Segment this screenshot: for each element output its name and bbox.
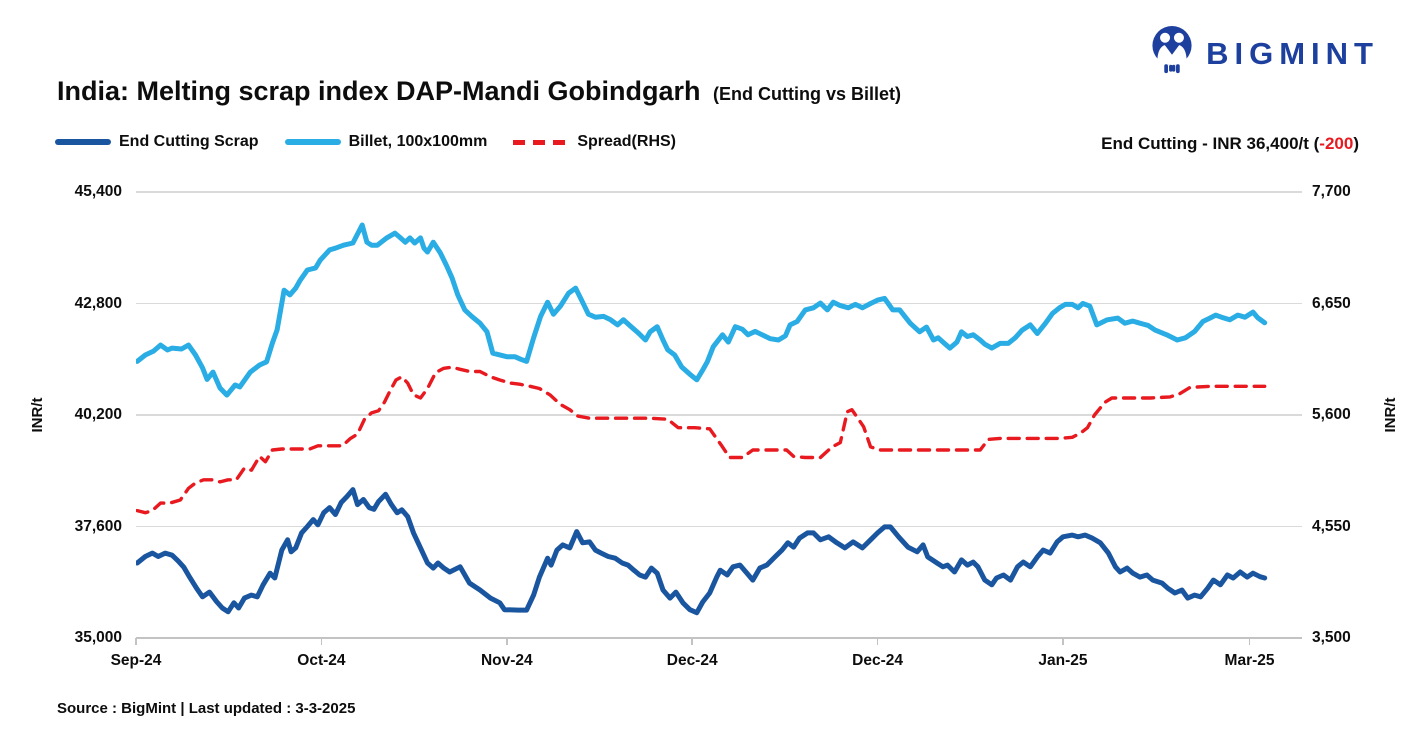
x-axis-tick-label: Dec-24 [666, 652, 718, 669]
left-axis-tick-label: 42,800 [74, 294, 122, 312]
y-gridline [136, 302, 1302, 305]
right-axis-tick-label: 4,550 [1312, 517, 1351, 535]
bigmint-logo-icon [1150, 26, 1194, 81]
bigmint-logo: BIGMINT [1150, 26, 1379, 81]
page-title-suffix: (End Cutting vs Billet) [712, 84, 901, 104]
billet-line-swatch [284, 139, 341, 145]
legend-item-end-cutting-scrap: End Cutting Scrap [55, 133, 259, 151]
legend-label: Spread(RHS) [577, 133, 676, 150]
legend-label: Billet, 100x100mm [348, 133, 488, 150]
x-axis-tick [1248, 638, 1251, 645]
x-axis-tick [1062, 638, 1064, 645]
source-note: Source : BigMint | Last updated : 3-3-20… [57, 700, 356, 717]
right-axis-tick-label: 5,600 [1312, 406, 1351, 423]
price-note-suffix: ) [1353, 134, 1359, 153]
price-change-value: -200 [1319, 134, 1354, 153]
x-axis-tick [506, 638, 508, 645]
series-line-billet-100x100mm [136, 222, 1268, 398]
chart-legend: End Cutting Scrap Billet, 100x100mm Spre… [55, 133, 676, 151]
series-line-spread-rhs [136, 365, 1267, 515]
x-axis-tick-label: Nov-24 [480, 652, 533, 669]
x-axis-tick-label: Jan-25 [1038, 652, 1088, 669]
end-cutting-line-swatch [55, 139, 111, 145]
x-axis-tick [320, 638, 323, 645]
left-axis-unit-label: INR/t [29, 397, 46, 433]
legend-item-billet: Billet, 100x100mm [284, 133, 488, 151]
right-axis-tick-label: 7,700 [1312, 183, 1351, 200]
right-axis-tick-label: 3,500 [1312, 629, 1351, 646]
y-gridline [136, 414, 1302, 416]
bigmint-logo-text: BIGMINT [1206, 35, 1379, 71]
price-note-prefix: End Cutting - INR 36,400/t ( [1101, 134, 1320, 153]
chart-title-row: India: Melting scrap index DAP-Mandi Gob… [57, 76, 901, 107]
y-gridline [136, 637, 1302, 639]
series-lines-canvas [136, 222, 1268, 616]
spread-dashed-swatch [513, 139, 570, 145]
x-axis-tick-label: Sep-24 [110, 652, 162, 669]
right-axis-tick-label: 6,650 [1312, 294, 1351, 312]
latest-price-note: End Cutting - INR 36,400/t (-200) [1101, 134, 1359, 154]
x-axis-tick [691, 638, 693, 645]
page-title: India: Melting scrap index DAP-Mandi Gob… [57, 76, 701, 106]
legend-item-spread: Spread(RHS) [513, 133, 676, 151]
x-axis-tick [135, 638, 137, 645]
left-axis-tick-label: 40,200 [74, 406, 122, 423]
left-axis-tick-label: 45,400 [74, 183, 122, 200]
x-axis-tick-label: Mar-25 [1224, 652, 1275, 669]
series-line-end-cutting-scrap [136, 487, 1268, 616]
x-axis-tick [876, 638, 879, 645]
y-gridline [136, 525, 1302, 528]
left-axis-tick-label: 37,600 [74, 517, 122, 535]
x-axis-tick-label: Oct-24 [297, 652, 346, 669]
left-axis-tick-label: 35,000 [74, 629, 122, 646]
legend-label: End Cutting Scrap [119, 133, 259, 150]
x-axis-tick-label: Dec-24 [852, 652, 903, 669]
y-gridline [136, 191, 1302, 193]
